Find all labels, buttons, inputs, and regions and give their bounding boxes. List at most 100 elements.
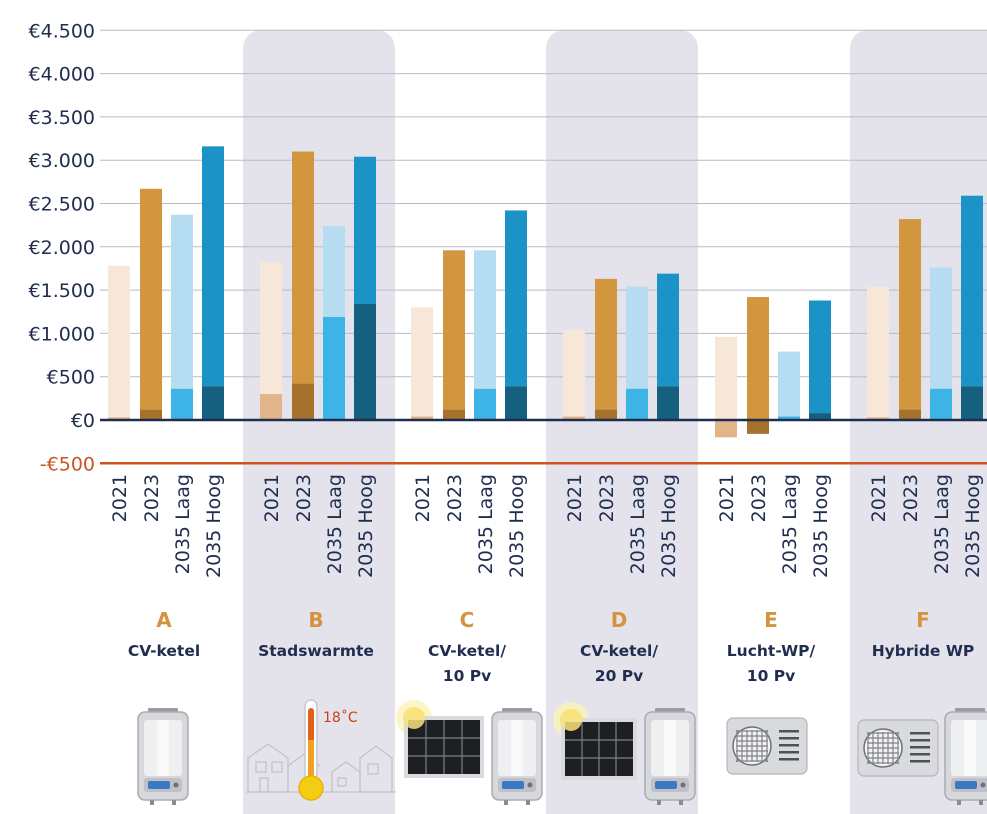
solar-panel-icon: [396, 700, 484, 778]
bar-segment-d-0: [563, 416, 585, 420]
group-band: [243, 30, 395, 814]
boiler-icon: [137, 708, 189, 805]
bar-segment-c-2: [474, 388, 496, 420]
group-name: CV-ketel/: [428, 642, 506, 660]
y-tick-label: €3.000: [29, 150, 95, 172]
group-letter: A: [156, 608, 172, 632]
bar-c-2: [474, 250, 496, 389]
y-tick-label: -€500: [40, 453, 95, 475]
y-tick-label: €4.500: [29, 20, 95, 42]
bar-group-d: [563, 273, 679, 420]
y-tick-label: €3.500: [29, 107, 95, 129]
x-tick-label: 2035 Laag: [627, 474, 649, 574]
bar-group-b: [260, 151, 376, 420]
x-tick-label: 2035 Hoog: [962, 474, 984, 578]
bar-c-0: [411, 307, 433, 417]
bar-segment-e-1: [747, 420, 769, 434]
y-tick-label: €500: [47, 367, 95, 389]
bar-a-0: [108, 265, 130, 418]
group-name: CV-ketel: [128, 642, 200, 660]
bar-b-2: [323, 226, 345, 317]
bar-segment-a-3: [202, 386, 224, 420]
group-name: Hybride WP: [872, 642, 975, 660]
group-band: [850, 30, 987, 814]
bar-b-3: [354, 156, 376, 304]
heat-pump-icon: [726, 717, 808, 775]
group-name: Stadswarmte: [258, 642, 374, 660]
bar-c-1: [443, 250, 465, 410]
bar-e-1: [747, 297, 769, 420]
bar-segment-e-3: [809, 413, 831, 420]
boiler-icon: [491, 708, 543, 805]
bar-f-3: [961, 195, 983, 387]
bar-b-1: [292, 151, 314, 384]
group-name: 10 Pv: [443, 667, 491, 685]
bar-e-2: [778, 351, 800, 417]
bar-a-1: [140, 188, 162, 410]
bar-segment-b-2: [323, 316, 345, 420]
bar-d-3: [657, 273, 679, 387]
bar-segment-c-0: [411, 416, 433, 420]
y-tick-label: €1.500: [29, 280, 95, 302]
bar-d-0: [563, 329, 585, 417]
y-tick-label: €0: [71, 410, 95, 432]
x-tick-label: 2035 Laag: [324, 474, 346, 574]
bar-segment-d-3: [657, 386, 679, 420]
y-tick-label: €2.500: [29, 194, 95, 216]
x-tick-label: 2035 Hoog: [658, 474, 680, 578]
bar-d-1: [595, 278, 617, 410]
x-tick-label: 2035 Hoog: [355, 474, 377, 578]
bar-segment-b-0: [260, 394, 282, 420]
thermometer-icon: 18˚C: [298, 699, 358, 801]
bar-group-a: [108, 146, 224, 420]
bar-segment-f-2: [930, 388, 952, 420]
y-tick-label: €2.000: [29, 237, 95, 259]
boiler-icon: [644, 708, 696, 805]
group-band: [546, 30, 698, 814]
bar-group-f: [867, 195, 983, 420]
heat-pump-icon: [857, 719, 939, 777]
bar-c-3: [505, 210, 527, 387]
bar-group-e: [715, 297, 831, 438]
x-tick-label: 2021: [564, 474, 586, 522]
group-letter: C: [460, 608, 475, 632]
solar-panel-icon: [553, 702, 637, 780]
bar-segment-b-3: [354, 303, 376, 420]
bar-d-2: [626, 286, 648, 389]
x-tick-label: 2023: [900, 474, 922, 522]
group-name: CV-ketel/: [580, 642, 658, 660]
x-tick-label: 2023: [141, 474, 163, 522]
x-tick-label: 2035 Laag: [779, 474, 801, 574]
bar-segment-e-2: [778, 416, 800, 420]
bar-e-0: [715, 336, 737, 420]
bar-segment-b-1: [292, 383, 314, 420]
x-tick-label: 2035 Laag: [172, 474, 194, 574]
bar-a-3: [202, 146, 224, 387]
x-tick-label: 2023: [293, 474, 315, 522]
bar-e-3: [809, 300, 831, 414]
x-tick-label: 2035 Hoog: [810, 474, 832, 578]
bar-segment-f-3: [961, 386, 983, 420]
x-tick-label: 2035 Hoog: [203, 474, 225, 578]
bar-segment-c-1: [443, 409, 465, 420]
group-letter: F: [916, 608, 930, 632]
temperature-label: 18˚C: [323, 709, 358, 726]
bar-segment-f-0: [867, 417, 889, 420]
bar-f-1: [899, 219, 921, 410]
x-tick-label: 2021: [109, 474, 131, 522]
y-tick-label: €1.000: [29, 323, 95, 345]
bar-segment-d-1: [595, 409, 617, 420]
bar-b-0: [260, 262, 282, 395]
bar-f-0: [867, 286, 889, 418]
x-tick-label: 2035 Hoog: [506, 474, 528, 578]
boiler-icon: [944, 708, 987, 805]
x-tick-label: 2035 Laag: [475, 474, 497, 574]
group-name: 10 Pv: [747, 667, 795, 685]
bar-segment-d-2: [626, 388, 648, 420]
x-tick-label: 2035 Laag: [931, 474, 953, 574]
x-tick-label: 2021: [868, 474, 890, 522]
x-tick-label: 2023: [596, 474, 618, 522]
x-tick-label: 2021: [412, 474, 434, 522]
